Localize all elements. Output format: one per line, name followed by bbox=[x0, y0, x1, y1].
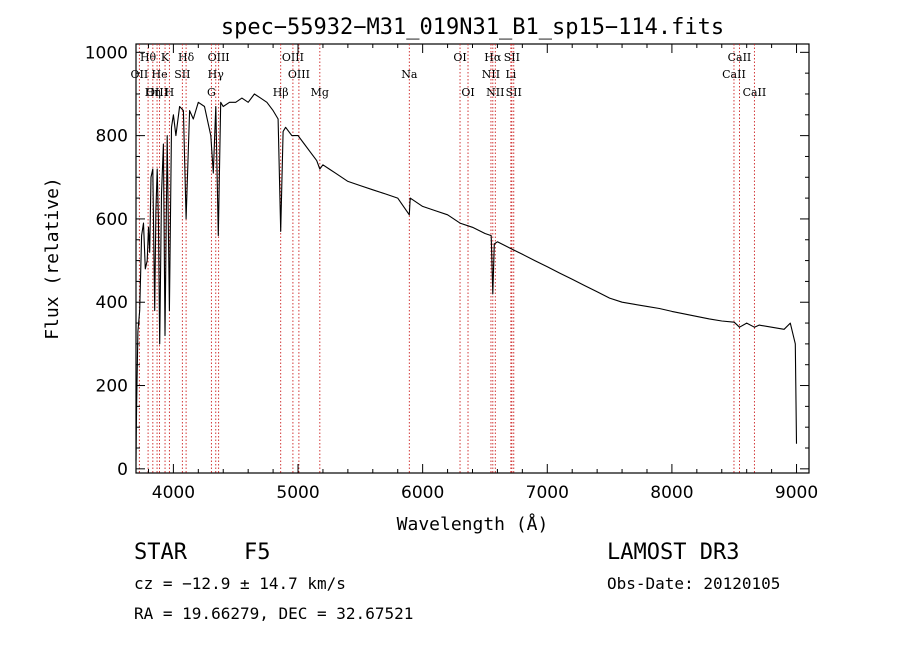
spectrum-series-line bbox=[135, 93, 798, 461]
y-tick-label: 600 bbox=[96, 210, 128, 230]
spectral-line-label: G bbox=[207, 86, 216, 99]
x-tick-label: 7000 bbox=[526, 483, 569, 503]
spectral-line-label: Mg bbox=[311, 86, 329, 99]
y-tick-label: 1000 bbox=[85, 43, 128, 63]
spectral-line-label: Hβ bbox=[273, 86, 289, 99]
spectral-line-label: Hδ bbox=[178, 51, 195, 64]
spectral-line-label: CaII bbox=[722, 68, 746, 81]
spectral-line-label: OIII bbox=[208, 51, 230, 64]
obs-date: Obs-Date: 20120105 bbox=[607, 574, 781, 593]
spectral-line-label: OIII bbox=[282, 51, 304, 64]
x-tick-label: 5000 bbox=[276, 483, 319, 503]
spectral-line-label: K bbox=[161, 51, 170, 64]
spectral-line-label: SII bbox=[174, 68, 190, 81]
x-axis-label: Wavelength (Å) bbox=[397, 513, 549, 535]
spectral-line-label: He bbox=[152, 68, 168, 81]
x-tick-label: 8000 bbox=[650, 483, 693, 503]
y-tick-label: 0 bbox=[117, 460, 128, 480]
spectral-line-label: OI bbox=[461, 86, 474, 99]
spectral-line-label: Hθ bbox=[140, 51, 157, 64]
spectral-line-label: NII bbox=[482, 68, 500, 81]
x-tick-label: 9000 bbox=[775, 483, 818, 503]
spectral-line-label: H bbox=[165, 86, 175, 99]
spectral-line-label: Hγ bbox=[208, 68, 225, 81]
ra-dec-text: RA = 19.66279, DEC = 32.67521 bbox=[134, 604, 414, 623]
chart-title: spec−55932−M31_019N31_B1_sp15−114.fits bbox=[221, 15, 724, 40]
spectral-line-label: OIII bbox=[288, 68, 310, 81]
spectral-line-label: SII bbox=[504, 51, 520, 64]
y-tick-label: 200 bbox=[96, 377, 128, 397]
object-subclass: F5 bbox=[244, 540, 271, 565]
spectral-line-label: SII bbox=[506, 86, 522, 99]
spectral-line-label: OI bbox=[453, 51, 466, 64]
spectral-line-label: NII bbox=[486, 86, 504, 99]
y-axis-label: Flux (relative) bbox=[42, 177, 63, 340]
spectral-line-label: Hα bbox=[484, 51, 502, 64]
spectral-line-label: CaII bbox=[743, 86, 767, 99]
x-tick-label: 6000 bbox=[401, 483, 444, 503]
y-tick-label: 800 bbox=[96, 127, 128, 147]
spectral-line-label: CaII bbox=[728, 51, 752, 64]
spectral-line-label: Na bbox=[401, 68, 418, 81]
spectral-line-label: Li bbox=[505, 68, 516, 81]
y-tick-label: 400 bbox=[96, 293, 128, 313]
survey-name: LAMOST DR3 bbox=[607, 540, 740, 565]
object-class: STAR bbox=[134, 540, 187, 565]
plot-frame bbox=[135, 43, 810, 474]
spectral-line-label: OII bbox=[131, 68, 149, 81]
redshift-text: cz = −12.9 ± 14.7 km/s bbox=[134, 574, 346, 593]
spectral-line-label: Hη bbox=[145, 86, 161, 99]
spectral-line-label: OIII bbox=[146, 86, 168, 99]
x-tick-label: 4000 bbox=[152, 483, 195, 503]
